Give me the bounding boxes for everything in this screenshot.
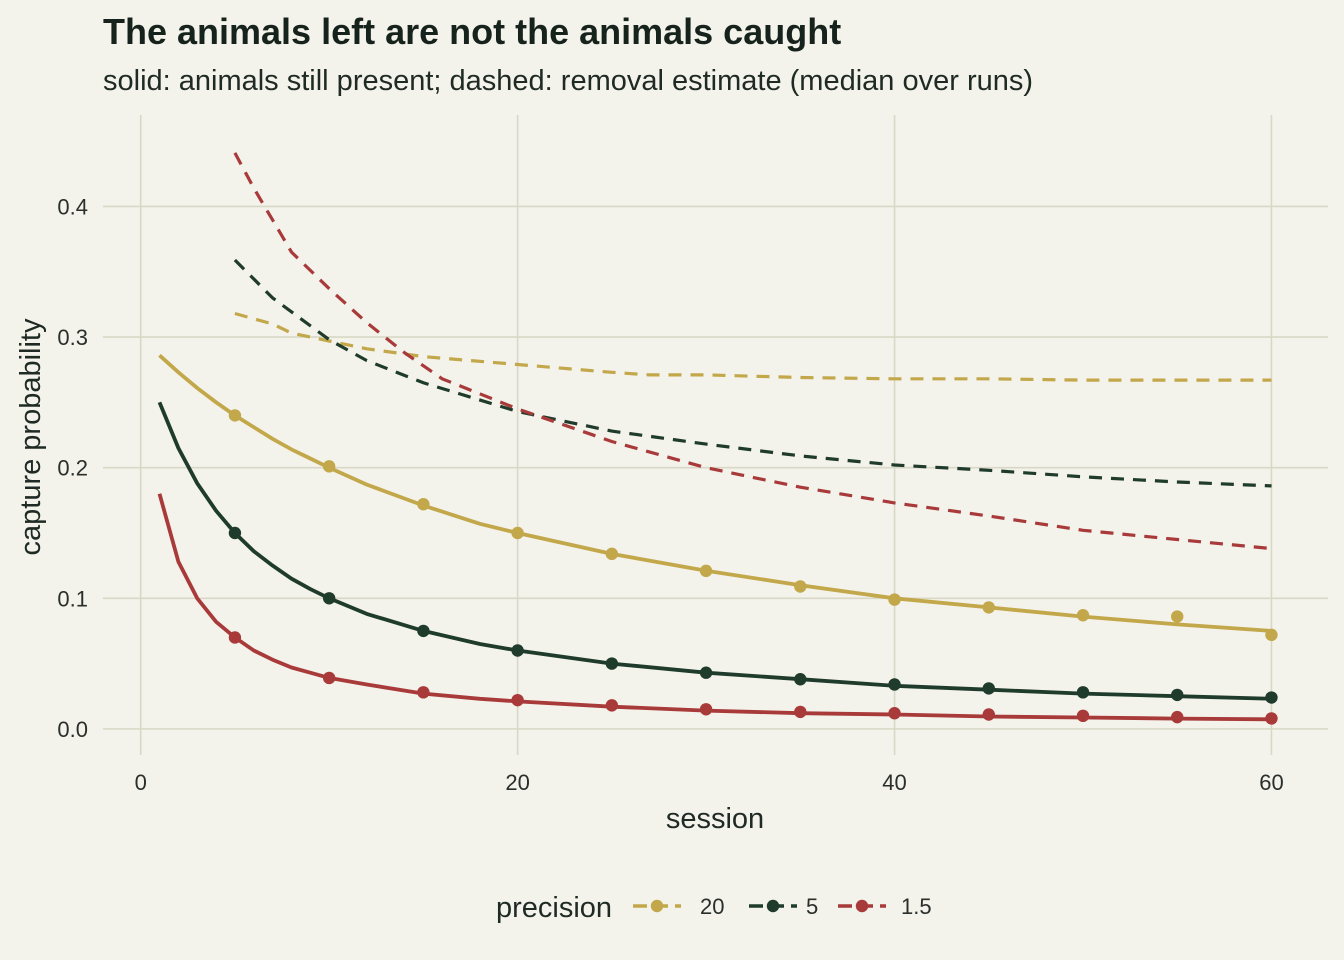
data-point: [228, 526, 242, 540]
y-tick-label: 0.3: [57, 325, 88, 350]
data-point: [228, 409, 242, 422]
data-point: [1171, 710, 1184, 724]
data-point: [322, 460, 336, 473]
data-point: [794, 580, 807, 593]
data-point: [605, 699, 619, 712]
tick-labels: 0 20 40 60 0.0 0.1 0.2 0.3 0.4: [57, 194, 1283, 795]
data-point: [417, 686, 430, 699]
y-tick-label: 0.1: [57, 586, 88, 611]
data-point: [888, 593, 901, 606]
data-point: [417, 498, 430, 511]
y-tick-label: 0.4: [57, 194, 88, 219]
present-line-20: [158, 353, 1272, 633]
x-tick-label: 20: [505, 770, 529, 795]
data-point: [322, 671, 336, 685]
legend-label: 5: [806, 894, 818, 919]
data-point: [982, 601, 995, 614]
x-axis-title: session: [666, 803, 764, 835]
data-point: [982, 708, 995, 721]
estimate-line-1.5: [233, 152, 1272, 551]
data-point: [605, 547, 619, 561]
estimate-line-20: [234, 311, 1272, 382]
estimate-line-5: [233, 258, 1272, 488]
data-point: [982, 682, 995, 695]
data-point: [1076, 686, 1090, 699]
data-point: [1265, 628, 1278, 642]
data-point: [1171, 688, 1184, 702]
present-line-1.5: [157, 493, 1272, 722]
x-tick-label: 0: [135, 770, 147, 795]
x-tick-label: 60: [1259, 770, 1283, 795]
series-layer: [157, 152, 1278, 725]
data-point: [1171, 610, 1184, 623]
data-point: [699, 666, 713, 679]
data-point: [1265, 691, 1278, 704]
legend-label: 20: [700, 894, 724, 919]
data-point: [605, 657, 619, 670]
legend-key-20: [633, 899, 681, 913]
x-tick-label: 40: [882, 770, 906, 795]
legend-title: precision: [496, 892, 612, 924]
data-point: [511, 693, 524, 707]
y-axis-title: capture probability: [15, 318, 47, 555]
data-point: [511, 644, 524, 657]
series-20: [158, 311, 1278, 642]
y-tick-label: 0.2: [57, 456, 88, 481]
legend-label: 1.5: [901, 894, 932, 919]
data-point: [1076, 609, 1090, 622]
data-point: [888, 678, 901, 691]
data-point: [888, 707, 901, 720]
legend: precision 20 5 1.5: [496, 892, 932, 924]
legend-key-5: [749, 899, 797, 913]
data-point: [794, 673, 807, 686]
gridlines: [103, 115, 1328, 755]
data-point: [1265, 712, 1278, 725]
data-point: [699, 564, 713, 578]
data-point: [794, 705, 807, 719]
present-line-5: [157, 401, 1272, 701]
legend-key-1.5: [838, 899, 886, 913]
data-point: [228, 631, 242, 644]
series-5: [157, 258, 1278, 704]
data-point: [699, 703, 713, 716]
data-point: [417, 624, 430, 638]
data-point: [511, 526, 524, 540]
series-1.5: [157, 152, 1278, 725]
data-point: [1076, 709, 1090, 723]
chart-subtitle: solid: animals still present; dashed: re…: [103, 65, 1033, 97]
y-tick-label: 0.0: [57, 717, 88, 742]
chart-title: The animals left are not the animals cau…: [103, 11, 841, 52]
data-point: [322, 592, 336, 605]
